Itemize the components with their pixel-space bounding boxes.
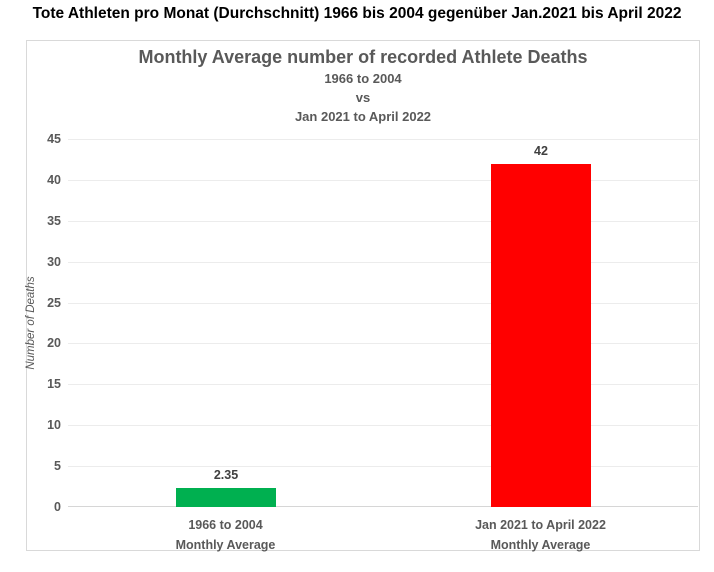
gridline <box>68 180 698 181</box>
category-label-line-2: Monthly Average <box>175 538 276 552</box>
bar-value-label: 2.35 <box>213 468 239 482</box>
gridline <box>68 139 698 140</box>
y-tick-label: 25 <box>47 296 61 310</box>
category-label-1: Jan 2021 to April 2022 Monthly Average <box>383 515 698 555</box>
x-axis-category-labels: 1966 to 2004 Monthly Average Jan 2021 to A… <box>68 515 698 555</box>
y-tick-label: 15 <box>47 377 61 391</box>
chart-title: Monthly Average number of recorded Athle… <box>138 47 588 67</box>
category-label-line-2: Monthly Average <box>490 538 591 552</box>
gridline <box>68 221 698 222</box>
y-tick-label: 10 <box>47 418 61 432</box>
chart-subtitle-line-2: vs <box>355 90 371 105</box>
gridline <box>68 425 698 426</box>
bar-0 <box>176 488 276 507</box>
gridline <box>68 466 698 467</box>
plot-area <box>68 139 698 507</box>
gridline <box>68 343 698 344</box>
y-tick-label: 20 <box>47 336 61 350</box>
y-tick-label: 30 <box>47 255 61 269</box>
chart-container: Monthly Average number of recorded Athle… <box>25 40 700 552</box>
bar-1 <box>491 164 591 507</box>
page-title: Tote Athleten pro Monat (Durchschnitt) 1… <box>32 5 682 22</box>
y-tick-label: 5 <box>54 459 61 473</box>
chart-subtitle-line-1: 1966 to 2004 <box>324 71 402 86</box>
gridline <box>68 303 698 304</box>
gridline <box>68 384 698 385</box>
bar-value-label: 42 <box>534 144 548 158</box>
category-label-line-1: 1966 to 2004 <box>188 518 263 532</box>
y-tick-label: 45 <box>47 132 61 146</box>
y-tick-label: 0 <box>54 500 61 514</box>
chart-subtitle-line-3: Jan 2021 to April 2022 <box>294 109 432 124</box>
category-label-0: 1966 to 2004 Monthly Average <box>68 515 383 555</box>
category-label-line-1: Jan 2021 to April 2022 <box>475 518 606 532</box>
y-tick-label: 40 <box>47 173 61 187</box>
gridline <box>68 262 698 263</box>
y-tick-label: 35 <box>47 214 61 228</box>
y-axis-title: Number of Deaths <box>25 276 37 370</box>
x-axis-line <box>68 506 698 507</box>
